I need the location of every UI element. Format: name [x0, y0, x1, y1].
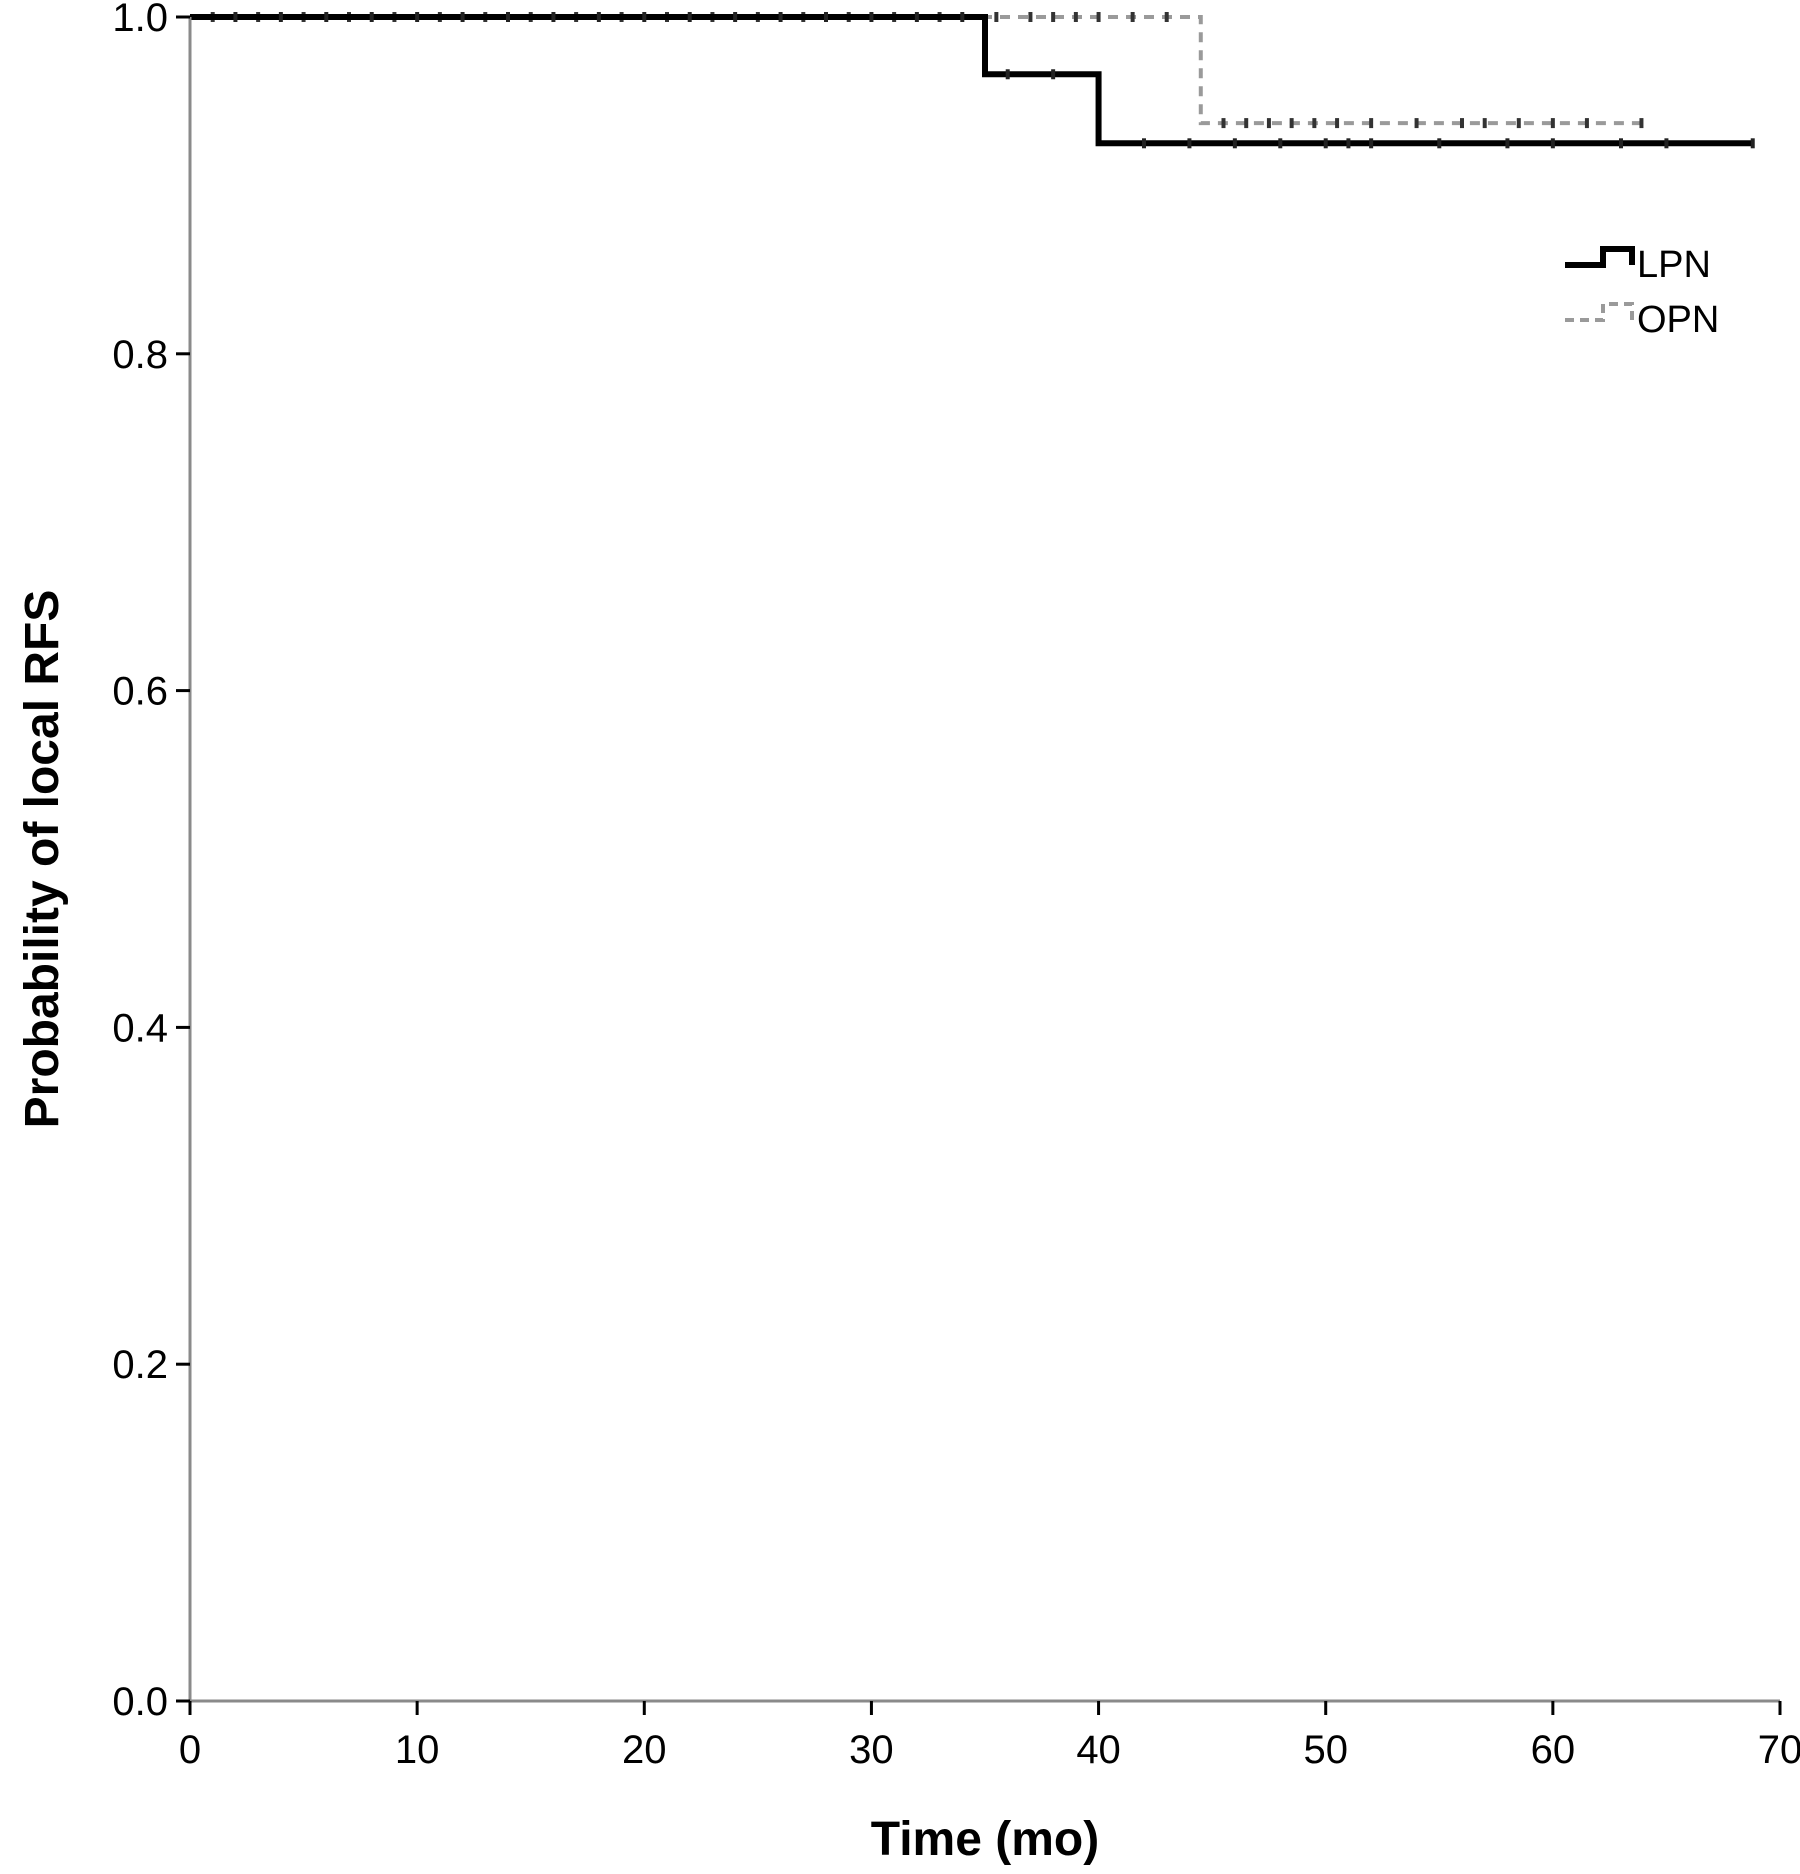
y-tick-label: 0.8: [112, 333, 168, 377]
x-tick-label: 50: [1303, 1728, 1348, 1772]
y-tick-label: 0.2: [112, 1343, 168, 1387]
legend-item-lpn: LPN: [1565, 244, 1711, 286]
legend-label-opn: OPN: [1637, 299, 1719, 341]
y-tick-label: 0.0: [112, 1680, 168, 1724]
series-line-lpn: [190, 14, 1753, 147]
x-tick-label: 40: [1076, 1728, 1121, 1772]
tick-labels: 0.0 0.2 0.4 0.6 0.8 1.0 0 10 20 30 40 50 60 70: [112, 0, 1800, 1772]
y-tick-label: 1.0: [112, 0, 168, 40]
legend: LPN OPN: [1565, 244, 1719, 341]
x-tick-label: 70: [1758, 1728, 1800, 1772]
plot-area: [190, 12, 1755, 149]
x-tick-label: 20: [622, 1728, 667, 1772]
x-axis-title: Time (mo): [871, 1813, 1099, 1866]
x-tick-label: 30: [849, 1728, 894, 1772]
x-tick-label: 60: [1531, 1728, 1576, 1772]
legend-swatch-lpn: [1565, 246, 1635, 268]
y-axis-title: Probability of local RFS: [16, 590, 69, 1129]
x-tick-label: 10: [395, 1728, 440, 1772]
y-tick-label: 0.6: [112, 670, 168, 714]
legend-swatch-opn: [1565, 302, 1634, 322]
legend-label-lpn: LPN: [1637, 244, 1711, 286]
x-tick-label: 0: [179, 1728, 201, 1772]
y-tick-label: 0.4: [112, 1006, 168, 1050]
legend-item-opn: OPN: [1565, 299, 1719, 341]
axes: [176, 15, 1782, 1715]
series-line-opn: [190, 15, 1642, 126]
